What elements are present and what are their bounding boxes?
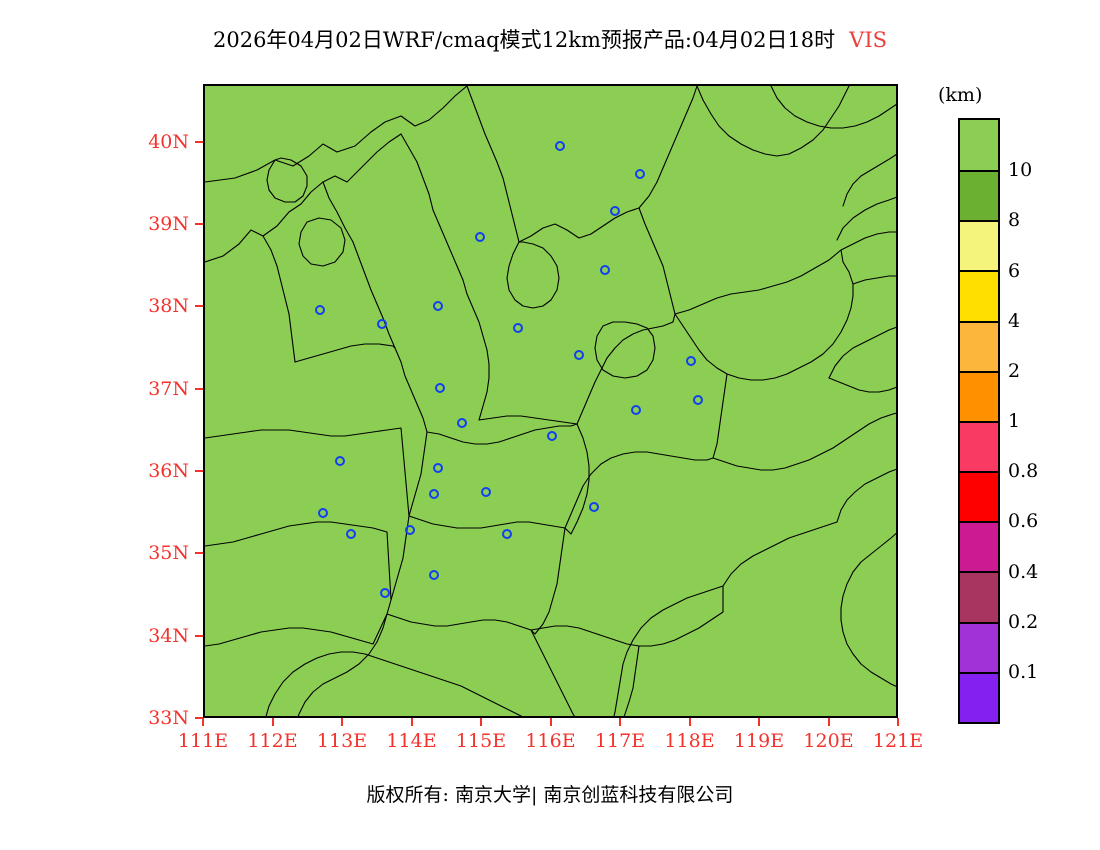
colorbar-unit-label: (km): [938, 84, 983, 106]
colorbar-tick-label: 0.2: [1008, 610, 1039, 633]
x-tick: [549, 718, 552, 726]
map-svg: [205, 86, 896, 716]
station-markers: [315, 141, 703, 598]
x-axis-label: 114E: [386, 730, 437, 752]
colorbar-block: [960, 320, 998, 371]
colorbar-tick-label: 6: [1008, 259, 1021, 282]
y-axis-label: 37N: [148, 377, 189, 400]
y-tick: [195, 222, 203, 225]
x-tick: [410, 718, 413, 726]
x-tick: [897, 718, 899, 726]
x-tick: [341, 718, 343, 726]
colorbar-block: [960, 220, 998, 271]
colorbar-block: [960, 120, 998, 171]
variable-label: VIS: [849, 28, 888, 52]
colorbar-tick-label: 2: [1008, 359, 1021, 382]
x-axis-label: 111E: [177, 730, 229, 752]
y-tick: [195, 387, 203, 390]
y-tick: [195, 305, 203, 308]
x-tick: [758, 718, 760, 726]
x-tick: [619, 718, 621, 726]
y-tick: [195, 140, 203, 143]
y-axis-label: 40N: [148, 130, 189, 153]
colorbar-block: [960, 170, 998, 221]
colorbar-tick-label: 0.1: [1008, 660, 1039, 683]
map-background: [205, 86, 896, 716]
colorbar-tick-label: 0.4: [1008, 560, 1039, 583]
y-axis-label: 36N: [148, 459, 189, 482]
colorbar-block: [960, 370, 998, 421]
x-tick: [480, 718, 482, 726]
colorbar-block: [960, 420, 998, 472]
colorbar-block: [960, 621, 998, 672]
copyright-footer: 版权所有: 南京大学| 南京创蓝科技有限公司: [366, 784, 734, 806]
y-tick: [195, 717, 203, 719]
colorbar-block: [960, 671, 998, 722]
colorbar-block: [960, 471, 998, 522]
colorbar-tick-label: 0.6: [1008, 510, 1039, 533]
x-axis-label: 118E: [664, 730, 715, 752]
x-tick: [202, 718, 204, 726]
colorbar-block: [960, 571, 998, 622]
y-axis-label: 34N: [148, 624, 189, 647]
admin-boundaries: [205, 86, 896, 716]
colorbar-tick-label: 8: [1008, 209, 1021, 232]
y-axis-label: 39N: [148, 212, 189, 235]
map-plot-area[interactable]: [203, 84, 898, 718]
y-axis-label: 38N: [148, 295, 189, 318]
x-axis-label: 112E: [247, 730, 298, 752]
page-title: 2026年04月02日WRF/cmaq模式12km预报产品:04月02日18时 V…: [0, 24, 1100, 54]
x-tick: [688, 718, 691, 726]
y-axis-label: 35N: [148, 542, 189, 565]
colorbar-block: [960, 521, 998, 572]
y-tick: [195, 469, 203, 472]
colorbar-block: [960, 270, 998, 321]
x-axis-label: 121E: [872, 730, 924, 752]
colorbar-tick-label: 10: [1008, 159, 1033, 182]
colorbar-tick-label: 1: [1008, 410, 1021, 432]
y-axis-label: 33N: [148, 707, 189, 729]
colorbar-tick-label: 0.8: [1008, 460, 1039, 483]
x-axis-label: 120E: [803, 730, 854, 752]
y-tick: [195, 634, 203, 637]
colorbar[interactable]: [958, 118, 1000, 724]
x-axis-label: 115E: [455, 730, 507, 752]
x-axis-label: 117E: [594, 730, 646, 752]
x-tick: [271, 718, 274, 726]
colorbar-tick-label: 4: [1008, 309, 1021, 332]
x-axis-label: 116E: [525, 730, 576, 752]
x-axis-label: 113E: [316, 730, 368, 752]
x-axis-label: 119E: [733, 730, 785, 752]
x-tick: [827, 718, 830, 726]
title-text: 2026年04月02日WRF/cmaq模式12km预报产品:04月02日18时: [212, 28, 836, 52]
y-tick: [195, 552, 203, 555]
